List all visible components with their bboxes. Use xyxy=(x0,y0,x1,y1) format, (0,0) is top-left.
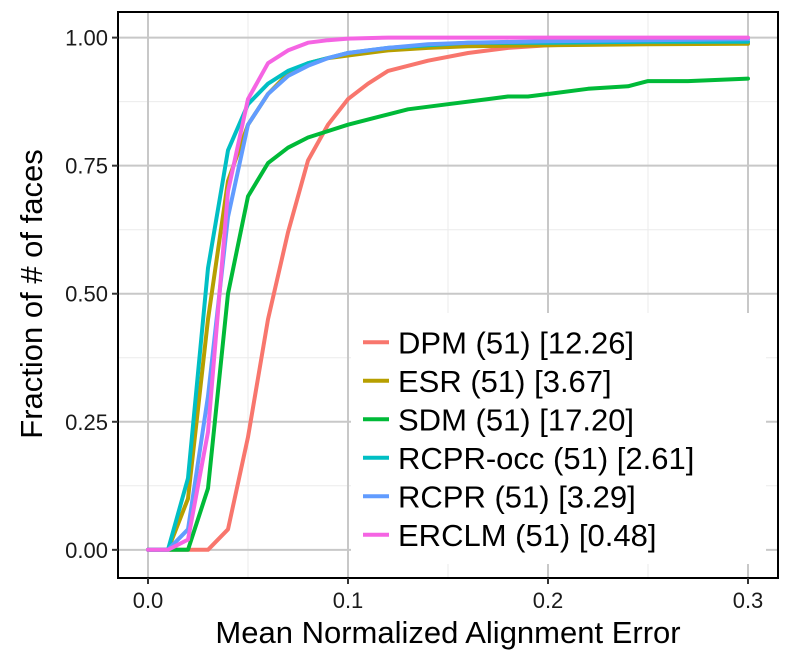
series-line xyxy=(146,76,750,552)
legend-label: ESR (51) [3.67] xyxy=(398,364,612,399)
series-line xyxy=(146,40,750,552)
legend-label: RCPR (51) [3.29] xyxy=(398,479,636,514)
series-lines xyxy=(146,35,750,552)
legend-label: DPM (51) [12.26] xyxy=(398,325,634,360)
x-tick-label: 0.2 xyxy=(533,588,564,613)
x-axis-ticks: 0.0 0.1 0.2 0.3 xyxy=(133,578,764,613)
y-axis-title: Fraction of # of faces xyxy=(14,149,49,438)
y-tick-label: 0.00 xyxy=(65,538,108,563)
y-tick-label: 0.50 xyxy=(65,282,108,307)
y-tick-label: 1.00 xyxy=(65,26,108,51)
y-tick-label: 0.25 xyxy=(65,410,108,435)
series-line xyxy=(146,35,750,552)
x-axis-title: Mean Normalized Alignment Error xyxy=(215,615,680,650)
x-tick-label: 0.3 xyxy=(733,588,764,613)
legend-label: SDM (51) [17.20] xyxy=(398,402,634,437)
legend: DPM (51) [12.26] ESR (51) [3.67]SDM (51) … xyxy=(351,313,766,564)
y-axis-ticks: 0.00 0.25 0.50 0.75 1.00 xyxy=(65,26,118,563)
legend-background xyxy=(351,313,766,564)
x-tick-label: 0.0 xyxy=(133,588,164,613)
plot-panel-border xyxy=(117,11,779,579)
y-tick-label: 0.75 xyxy=(65,154,108,179)
legend-label: RCPR-occ (51) [2.61] xyxy=(398,441,694,476)
x-tick-label: 0.1 xyxy=(333,588,364,613)
series-line xyxy=(146,37,750,552)
legend-label: ERCLM (51) [0.48] xyxy=(398,518,656,553)
